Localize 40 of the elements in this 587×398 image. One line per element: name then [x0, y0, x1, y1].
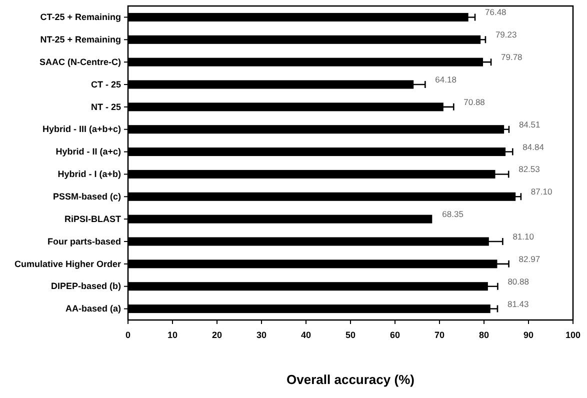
- data-label: 76.48: [485, 7, 507, 18]
- x-tick-label: 20: [212, 330, 222, 340]
- y-tick-label: Four parts-based: [47, 236, 121, 246]
- y-tick-label: DIPEP-based (b): [50, 281, 121, 292]
- data-label: 70.88: [464, 96, 486, 107]
- x-tick-label: 60: [390, 330, 400, 340]
- x-axis-title: Overall accuracy (%): [286, 372, 414, 387]
- data-label: 87.10: [530, 186, 552, 197]
- y-tick-label: NT - 25: [90, 102, 121, 112]
- data-label: 68.35: [442, 209, 464, 220]
- y-tick-label: Hybrid - I (a+b): [58, 169, 121, 180]
- data-label: 84.51: [518, 119, 541, 130]
- data-label: 82.53: [518, 164, 540, 174]
- x-tick-label: 80: [478, 330, 490, 340]
- data-label: 80.88: [508, 276, 530, 286]
- y-tick-label: Cumulative Higher Order: [14, 258, 122, 269]
- y-tick-label: NT-25 + Remaining: [40, 34, 121, 45]
- x-tick-label: 10: [167, 330, 178, 340]
- data-label: 79.23: [495, 30, 518, 40]
- data-label: 79.78: [501, 52, 523, 62]
- data-label: 64.18: [435, 74, 457, 84]
- x-tick-label: 90: [523, 330, 534, 340]
- y-tick-label: Hybrid - III (a+b+c): [42, 124, 121, 134]
- data-label: 81.43: [507, 298, 530, 309]
- y-tick-label: CT-25 + Remaining: [40, 12, 121, 22]
- data-label: 82.97: [518, 254, 540, 264]
- y-tick-label: Hybrid - II (a+c): [56, 146, 121, 157]
- x-tick-label: 100: [565, 330, 581, 340]
- x-tick-label: 40: [300, 330, 312, 340]
- y-tick-label: AA-based (a): [65, 304, 121, 314]
- y-tick-label: PSSM-based (c): [52, 192, 121, 202]
- x-tick-label: 50: [345, 330, 356, 340]
- y-tick-label: SAAC (N-Centre-C): [40, 56, 121, 67]
- y-tick-label: RiPSI-BLAST: [64, 214, 122, 224]
- x-tick-label: 0: [125, 330, 131, 340]
- data-label: 84.84: [522, 142, 544, 152]
- x-tick-label: 70: [434, 330, 445, 340]
- y-tick-label: CT - 25: [90, 79, 121, 90]
- x-tick-label: 30: [256, 330, 267, 340]
- data-label: 81.10: [512, 232, 534, 242]
